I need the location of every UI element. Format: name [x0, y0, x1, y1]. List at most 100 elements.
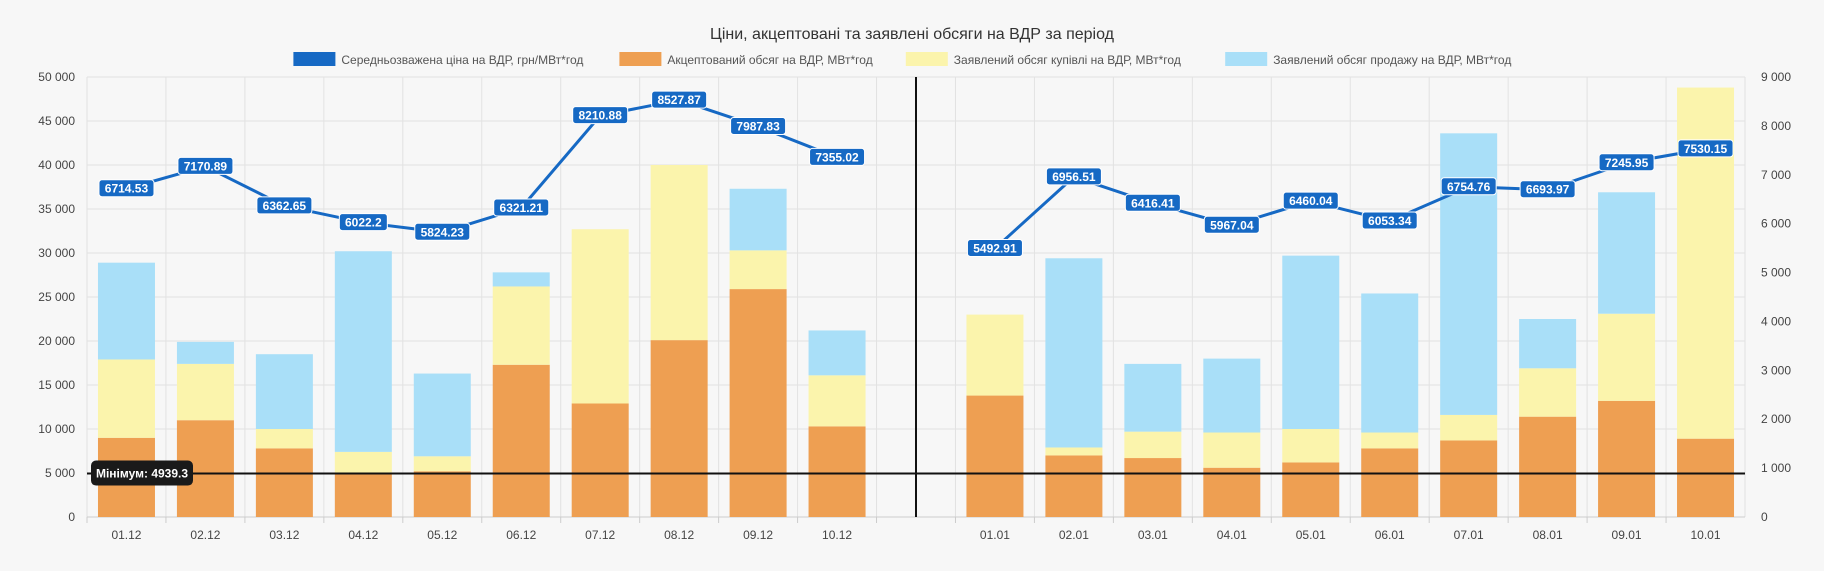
bar-segment [1124, 431, 1182, 459]
bar-segment [1440, 440, 1498, 517]
y-left-tick-label: 25 000 [38, 290, 75, 304]
price-line: 6714.53 7170.89 6362.65 6022.2 5824.23 6321.2… [98, 90, 1734, 257]
bar-segment [97, 359, 155, 438]
x-tick-label: 09.01 [1612, 528, 1642, 542]
minimum-label-box [91, 460, 193, 486]
bar-segment [1361, 293, 1419, 433]
price-label-box [966, 238, 1023, 257]
bar-segment [1282, 255, 1340, 429]
price-label-box [177, 156, 234, 175]
bar-segment [1519, 416, 1577, 517]
legend-item[interactable]: Акцептований обсяг на ВДР, МВт*год [619, 52, 873, 67]
x-tick-label: 06.12 [506, 528, 536, 542]
bar-segment [255, 429, 313, 449]
legend-label: Акцептований обсяг на ВДР, МВт*год [667, 53, 872, 67]
y-left-tick-label: 35 000 [38, 202, 75, 216]
bar-segment [1124, 458, 1182, 517]
y-left-tick-label: 10 000 [38, 422, 75, 436]
price-data-label: 6053.34 [1368, 214, 1412, 228]
bar-segment [492, 286, 550, 365]
bar-segment [492, 364, 550, 517]
y-left-tick-label: 20 000 [38, 334, 75, 348]
price-label-box [493, 198, 550, 217]
bar-segment [966, 395, 1024, 517]
bar-segment [729, 188, 787, 251]
y-left-tick-label: 5 000 [45, 466, 75, 480]
bar-segment [650, 165, 708, 341]
bar-segment [334, 473, 392, 517]
chart-title: Ціни, акцептовані та заявлені обсяги на … [710, 26, 1115, 43]
x-tick-label: 01.12 [111, 528, 141, 542]
x-tick-label: 04.12 [348, 528, 378, 542]
bar-segment [1440, 133, 1498, 415]
bar-segment [1045, 258, 1103, 448]
y-left-tick-label: 30 000 [38, 246, 75, 260]
price-data-label: 6460.04 [1289, 194, 1333, 208]
bar-segment [1598, 400, 1656, 517]
y-right-tick-label: 6 000 [1761, 217, 1791, 231]
x-tick-label: 05.12 [427, 528, 457, 542]
price-label-box [1282, 191, 1339, 210]
bar-segment [1440, 414, 1498, 441]
y-left-tick-label: 50 000 [38, 70, 75, 84]
y-right-tick-label: 8 000 [1761, 119, 1791, 133]
bar-segment [650, 340, 708, 517]
legend-swatch [293, 52, 336, 66]
bar-segment [1045, 447, 1103, 456]
legend-swatch [1225, 52, 1268, 66]
price-label-box [730, 116, 787, 135]
price-data-label: 5967.04 [1210, 218, 1254, 232]
x-tick-label: 09.12 [743, 528, 773, 542]
price-data-label: 6714.53 [105, 182, 149, 196]
x-tick-label: 06.01 [1375, 528, 1405, 542]
price-label-box [809, 147, 866, 166]
legend-label: Заявлений обсяг продажу на ВДР, МВт*год [1273, 53, 1511, 67]
bar-segment [808, 375, 866, 427]
bar-segment [413, 456, 471, 472]
legend-item[interactable]: Середньозважена ціна на ВДР, грн/МВт*год [293, 52, 583, 67]
bar-segment [729, 289, 787, 517]
bar-segment [1519, 368, 1577, 417]
bar-segment [1282, 462, 1340, 517]
bar-segment [255, 354, 313, 429]
price-data-label: 5492.91 [973, 241, 1017, 255]
bar-segment [176, 363, 234, 421]
y-right-tick-label: 3 000 [1761, 363, 1791, 377]
bar-segment [334, 451, 392, 473]
legend-swatch [619, 52, 662, 66]
bar-segment [255, 448, 313, 517]
price-label-box [98, 179, 155, 198]
x-tick-label: 10.01 [1691, 528, 1721, 542]
price-label-box [256, 196, 313, 215]
price-label-box [1124, 193, 1181, 212]
bar-segment [729, 250, 787, 290]
y-right-tick-label: 0 [1761, 510, 1768, 524]
bar-segment [1677, 438, 1735, 517]
legend-item[interactable]: Заявлений обсяг продажу на ВДР, МВт*год [1225, 52, 1511, 67]
x-tick-label: 05.01 [1296, 528, 1326, 542]
price-data-label: 6022.2 [345, 216, 382, 230]
bar-segment [1282, 429, 1340, 463]
price-data-label: 6321.21 [500, 201, 544, 215]
price-label-box [1045, 167, 1102, 186]
legend-item[interactable]: Заявлений обсяг купівлі на ВДР, МВт*год [905, 52, 1181, 67]
x-tick-label: 02.12 [190, 528, 220, 542]
y-right-tick-label: 4 000 [1761, 314, 1791, 328]
y-axis-left: 0 5 000 10 000 15 000 20 000 25 000 30 000 35 0… [38, 70, 75, 524]
price-data-label: 7170.89 [184, 159, 228, 173]
bar-segment [97, 262, 155, 360]
price-label-box [1677, 139, 1734, 158]
x-tick-label: 08.12 [664, 528, 694, 542]
y-right-tick-label: 5 000 [1761, 266, 1791, 280]
legend[interactable]: Середньозважена ціна на ВДР, грн/МВт*год… [293, 52, 1511, 67]
price-line-segment [126, 98, 838, 234]
x-tick-label: 04.01 [1217, 528, 1247, 542]
legend-label: Середньозважена ціна на ВДР, грн/МВт*год [341, 53, 583, 67]
y-right-tick-label: 2 000 [1761, 412, 1791, 426]
bar-segment [571, 229, 629, 404]
x-tick-label: 03.01 [1138, 528, 1168, 542]
price-line-segment [993, 147, 1706, 250]
x-tick-label: 01.01 [980, 528, 1010, 542]
minimum-label: Мінімум: 4939.3 [96, 467, 188, 481]
